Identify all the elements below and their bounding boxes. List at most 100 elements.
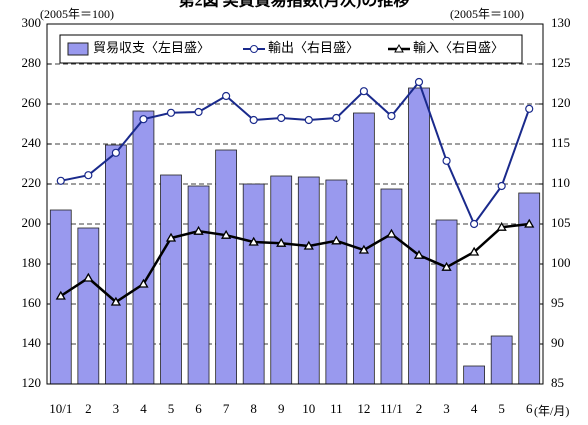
x-tick-label: 2 [416,401,423,416]
x-tick-label: 11/1 [380,401,403,416]
bar [132,110,155,385]
marker [276,237,287,247]
marker [55,290,66,300]
legend-box [59,34,523,64]
marker [470,219,479,229]
bar [77,227,100,385]
legend-marker [394,43,404,53]
bar [270,175,293,385]
marker [468,246,480,256]
marker [111,148,120,157]
y-tick-label: 220 [22,175,42,190]
marker [83,272,94,282]
bar [242,183,265,385]
y2-tick-label: 90 [551,335,564,350]
y2-tick-label: 100 [551,255,571,270]
marker [358,244,370,254]
marker [413,249,425,259]
x-tick-label: 4 [471,401,478,416]
marker [332,113,341,123]
x-tick-label: 10 [302,401,315,416]
x-tick-label: 6 [526,401,533,416]
marker [222,91,231,101]
bar [408,87,430,385]
y2-tick-label: 115 [551,135,570,150]
y-tick-label: 140 [22,335,42,350]
bar [463,365,485,385]
marker [359,87,368,96]
marker [249,115,258,125]
bar [490,335,513,385]
y-tick-label: 300 [22,15,42,30]
y2-tick-label: 130 [551,15,571,30]
line [60,222,530,304]
bar [105,144,127,385]
y2-tick-label: 95 [551,295,564,310]
legend-marker [250,45,258,53]
x-tick-label: 3 [443,401,450,416]
x-tick-label: 12 [357,401,370,416]
y-unit-left: (2005年＝100) [40,7,114,21]
legend-label: 貿易収支〈左目盛〉 [93,40,210,55]
x-tick-label: 5 [168,401,175,416]
marker [56,176,65,185]
marker [304,115,313,125]
y-tick-label: 180 [22,255,42,270]
legend-label: 輸出〈右目盛〉 [268,40,359,55]
marker [497,181,506,191]
bar [215,149,237,385]
marker [193,225,204,235]
y-unit-right: (2005年＝100) [450,7,524,21]
marker [387,111,396,121]
marker [441,261,452,271]
x-tick-label: 5 [498,401,505,416]
marker [496,221,507,231]
y2-tick-label: 105 [551,215,571,230]
marker [277,113,286,123]
marker [331,235,342,245]
y-tick-label: 160 [22,295,42,310]
x-tick-label: 8 [250,401,257,416]
bar [325,179,348,385]
y-tick-label: 280 [22,55,42,70]
x-tick-label: 10/1 [49,401,72,416]
y-tick-label: 240 [22,135,42,150]
marker [524,218,535,228]
x-tick-label: 4 [140,401,147,416]
x-tick-label: 7 [223,401,230,416]
bar [380,188,403,385]
bar [297,176,320,385]
x-tick-label: 2 [85,401,92,416]
y2-tick-label: 125 [551,55,571,70]
marker [165,232,177,242]
bar [435,219,458,385]
x-tick-label: 9 [278,401,285,416]
marker [166,108,176,117]
chart-title: 第2図 実質貿易指数(月次)の推移 [179,0,410,10]
marker [138,278,149,288]
marker [139,115,148,124]
x-unit: (年/月) [534,404,569,418]
marker [414,77,424,87]
marker [303,240,314,250]
marker [110,296,122,306]
legend-label: 輸入〈右目盛〉 [413,40,504,55]
marker [194,107,203,117]
x-tick-label: 3 [113,401,120,416]
bar [187,185,210,385]
marker [386,228,397,238]
y-tick-label: 200 [22,215,42,230]
bar [160,174,182,385]
marker [442,156,451,165]
x-tick-label: 11 [330,401,343,416]
plot-frame [46,23,544,385]
marker [220,229,232,239]
y-tick-label: 260 [22,95,42,110]
legend-swatch [67,42,89,56]
marker [84,171,93,180]
marker [248,236,259,246]
line [60,79,531,227]
y2-tick-label: 120 [551,95,571,110]
y2-tick-label: 85 [551,375,564,390]
